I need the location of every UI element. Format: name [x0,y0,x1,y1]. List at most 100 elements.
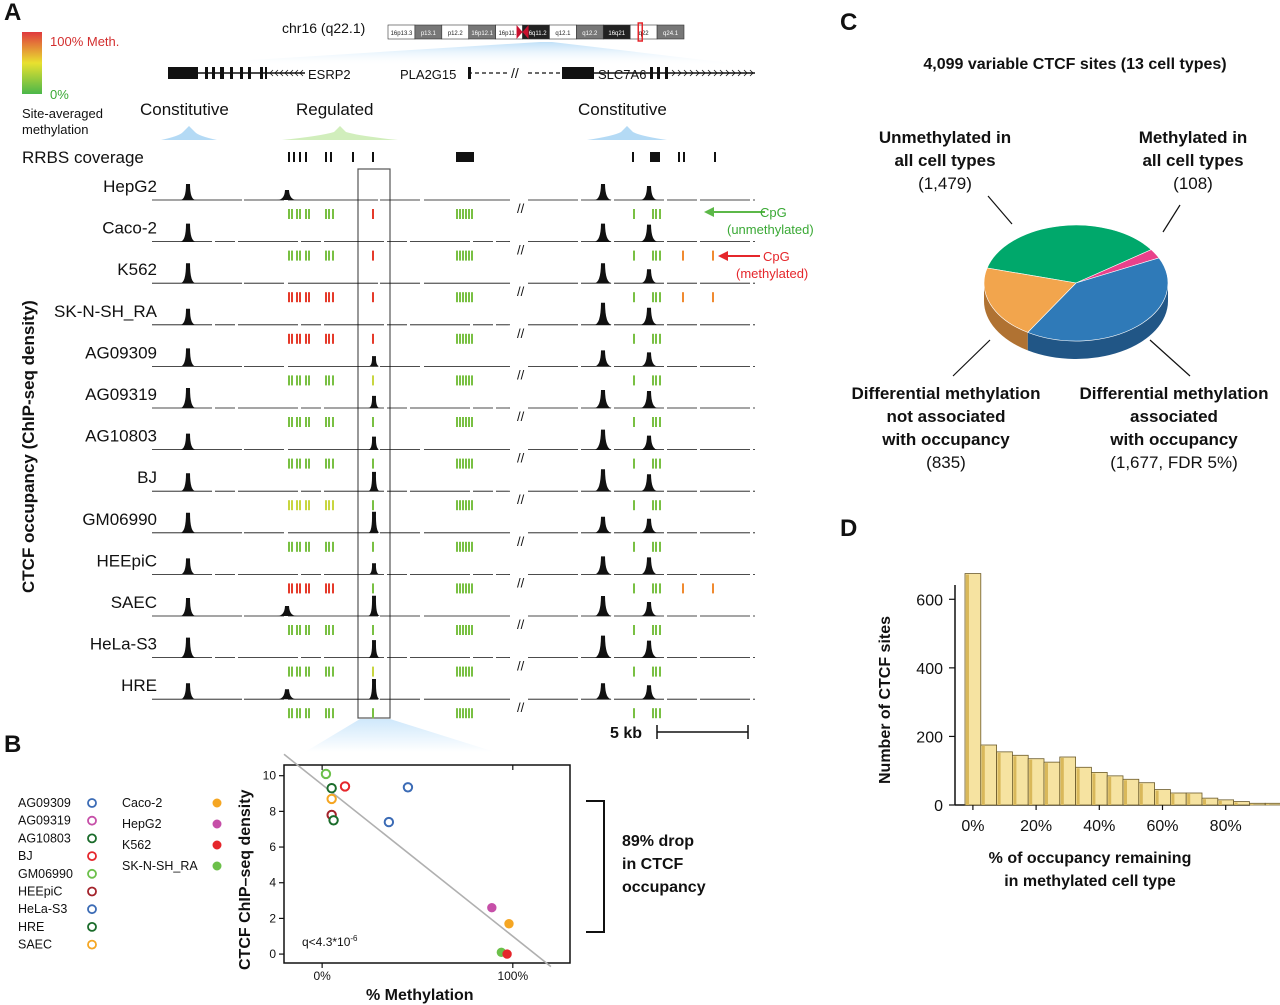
rrbs-block [632,152,634,162]
cpg-tick [652,417,654,427]
panel-label-c: C [840,9,857,36]
cpg-tick [465,333,467,344]
cpg-tick [308,292,310,303]
cpg-tick [682,292,684,303]
cpg-tick [296,417,298,427]
cpg-tick [372,417,374,427]
hist-y-tick-label: 400 [916,661,943,678]
cpg-tick [372,292,374,303]
cpg-tick [462,333,464,344]
cpg-tick [372,625,374,635]
chromosome-label: chr16 (q22.1) [282,20,365,36]
cpg-tick [325,666,327,677]
cpg-tick [468,541,470,552]
cpg-tick [468,333,470,344]
gene-exon [205,67,208,79]
strand-arrow-icon [279,69,284,77]
cpg-tick [328,541,330,552]
cpg-tick [633,666,635,677]
gene-exon [220,67,224,79]
legend-label-k562: K562 [122,838,151,852]
rrbs-coverage-label: RRBS coverage [22,148,144,167]
cpg-tick [288,625,290,635]
occupancy-drop-label-1: 89% drop [622,833,694,850]
chip-peak [277,190,297,200]
cpg-tick [633,250,635,261]
hist-bar-shade [1218,800,1222,805]
track-label: K562 [117,260,157,279]
hist-bar-shade [1060,758,1064,805]
cpg-tick [291,209,293,219]
zoom-wedge [305,719,495,752]
ctcf-sites-pie [983,224,1169,359]
cpg-tick [291,250,293,261]
chip-peak [180,263,196,284]
cpg-tick [459,292,461,303]
chip-peak [180,388,196,408]
pie-label-line: (108) [1173,174,1213,193]
cpg-tick [456,417,458,427]
cpg-tick [308,458,310,469]
pie-label-line: with occupancy [881,430,1010,449]
hist-bar-shade [1013,756,1017,805]
scatter-frame [283,764,571,964]
pie-label-line: all cell types [894,151,995,170]
brace-regulated [282,126,398,140]
track-break-mark: // [517,617,525,632]
track-break-mark: // [517,284,525,299]
cpg-tick [308,417,310,427]
cpg-tick [652,500,654,511]
rrbs-block [325,152,327,162]
cpg-tick [296,209,298,219]
cpg-tick [459,250,461,261]
chip-peak [640,269,658,284]
chip-peak [594,469,612,492]
cpg-tick [652,333,654,344]
cpg-tick [332,250,334,261]
pie-label-line: Methylated in [1139,128,1248,147]
chip-peak [594,683,612,700]
hist-bar-shade [1045,763,1048,805]
chip-peak [368,640,380,658]
legend-marker-heepic [87,886,97,897]
cpg-tick [288,541,290,552]
cpg-tick [328,333,330,344]
occupancy-histogram: 0 200 400 600 0% 20% 40% 60% 80% [916,573,1280,835]
cpg-tick [332,541,334,552]
rrbs-block [683,152,685,162]
cpg-tick [652,250,654,261]
chip-peak [594,302,612,325]
chip-peak [180,512,196,533]
cpg-tick [462,417,464,427]
gene-label-esrp2: ESRP2 [308,67,351,82]
cpg-tick [291,625,293,635]
legend-marker-gm06990 [87,868,97,879]
brace-constitutive-right [587,126,667,140]
cpg-tick [328,375,330,386]
hist-y-tick-label: 200 [916,729,943,746]
cpg-tick [299,250,301,261]
track-break-mark: // [517,326,525,341]
cpg-tick [332,500,334,511]
cpg-tick [471,541,473,552]
hist-y-tick-label: 0 [934,798,943,815]
cpg-tick [308,250,310,261]
chip-peak [594,390,612,408]
strand-arrow-icon [731,69,736,77]
ideogram-band-label: 16q11.2 [525,31,547,37]
cpg-tick [299,666,301,677]
track-label: SAEC [111,593,157,612]
chip-peak [180,598,196,616]
legend-label-hre: HRE [18,920,44,934]
cpg-tick [459,209,461,219]
track-label: BJ [137,468,157,487]
region-label-constitutive-right: Constitutive [578,100,667,119]
cpg-tick [291,375,293,386]
cpg-tick [372,708,374,719]
legend-marker-caco-2 [212,798,222,808]
pie-side [984,283,1028,351]
cpg-tick [462,500,464,511]
gene-label-slc7a6: SLC7A6 [598,67,646,82]
cpg-tick [468,375,470,386]
scale-bar-label: 5 kb [610,725,642,742]
